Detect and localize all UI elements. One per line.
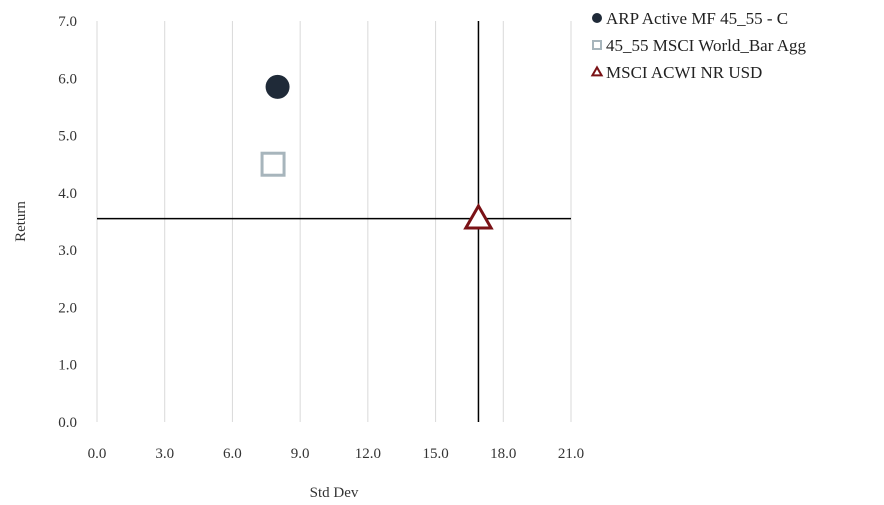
data-point-1 (260, 151, 286, 177)
y-tick-label-4: 4.0 (58, 186, 77, 202)
y-tick-label-3: 3.0 (58, 243, 77, 259)
y-tick-label-5: 5.0 (58, 129, 77, 145)
grid-lines (96, 21, 572, 422)
y-tick-label-7: 7.0 (58, 14, 77, 30)
y-axis-title: Return (13, 201, 29, 242)
x-tick-label-5: 15.0 (422, 446, 448, 462)
x-tick-label-6: 18.0 (490, 446, 516, 462)
x-tick-label-7: 21.0 (558, 446, 584, 462)
y-tick-label-1: 1.0 (58, 358, 77, 374)
x-tick-label-1: 3.0 (155, 446, 174, 462)
x-axis-title: Std Dev (310, 485, 359, 501)
legend-marker-2 (590, 65, 604, 77)
y-tick-label-2: 2.0 (58, 300, 77, 316)
x-tick-label-0: 0.0 (88, 446, 107, 462)
x-tick-label-3: 9.0 (291, 446, 310, 462)
tick-labels: 0.0 3.0 6.0 9.0 12.0 15.0 18.0 21.0 0.0 1.0 2.0 3.0… (58, 14, 584, 462)
y-tick-label-0: 0.0 (58, 415, 77, 431)
reference-lines (97, 21, 571, 422)
x-tick-label-2: 6.0 (223, 446, 242, 462)
legend-label-2: MSCI ACWI NR USD (606, 63, 762, 82)
legend-label-0: ARP Active MF 45_55 - C (606, 9, 788, 28)
legend: ARP Active MF 45_55 - C 45_55 MSCI World_… (590, 9, 806, 82)
legend-label-1: 45_55 MSCI World_Bar Agg (606, 36, 806, 55)
legend-marker-1 (592, 40, 602, 50)
y-tick-label-6: 6.0 (58, 71, 77, 87)
legend-marker-0 (592, 13, 602, 23)
data-point-0 (265, 74, 290, 99)
data-points (260, 74, 494, 230)
x-tick-label-4: 12.0 (355, 446, 381, 462)
data-point-2 (463, 202, 494, 230)
